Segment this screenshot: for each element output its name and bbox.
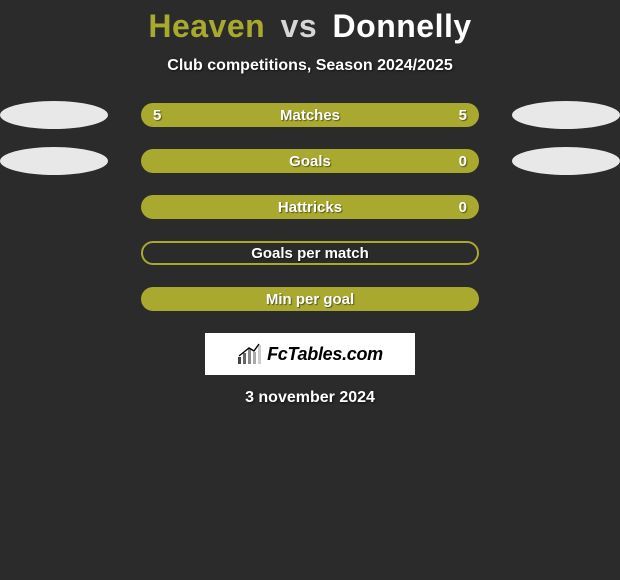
title-player2: Donnelly [333, 8, 472, 44]
stat-bar: Hattricks0 [141, 195, 479, 219]
logo-text: FcTables.com [267, 344, 383, 365]
bar-wrap: Hattricks0 [108, 195, 512, 219]
stat-row: Min per goal [0, 287, 620, 311]
stat-value-left: 5 [153, 103, 161, 127]
team-marker-left [0, 147, 108, 175]
stat-label: Goals per match [143, 245, 477, 262]
logo-box[interactable]: FcTables.com [205, 333, 415, 375]
bar-wrap: Matches55 [108, 103, 512, 127]
bar-left-half [141, 103, 310, 127]
subtitle: Club competitions, Season 2024/2025 [0, 57, 620, 75]
stat-label: Min per goal [141, 291, 479, 308]
stat-row: Matches55 [0, 103, 620, 127]
bar-right-half [310, 103, 479, 127]
spacer [0, 193, 108, 221]
barchart-icon [237, 343, 263, 365]
stat-bar: Min per goal [141, 287, 479, 311]
stat-value-right: 0 [459, 149, 467, 173]
team-marker-right [512, 147, 620, 175]
stat-value-right: 5 [459, 103, 467, 127]
bars-list: Matches55Goals0Hattricks0Goals per match… [0, 103, 620, 311]
comparison-widget: Heaven vs Donnelly Club competitions, Se… [0, 0, 620, 407]
page-title: Heaven vs Donnelly [0, 8, 620, 45]
spacer [512, 285, 620, 313]
team-marker-left [0, 101, 108, 129]
stat-row: Goals per match [0, 241, 620, 265]
stat-bar: Goals0 [141, 149, 479, 173]
stat-row: Goals0 [0, 149, 620, 173]
spacer [512, 239, 620, 267]
stat-value-right: 0 [459, 195, 467, 219]
spacer [0, 285, 108, 313]
team-marker-right [512, 101, 620, 129]
stat-label: Hattricks [141, 199, 479, 216]
spacer [0, 239, 108, 267]
title-vs: vs [281, 8, 318, 44]
stat-bar: Goals per match [141, 241, 479, 265]
bar-wrap: Goals per match [108, 241, 512, 265]
bar-wrap: Min per goal [108, 287, 512, 311]
stat-label: Goals [141, 153, 479, 170]
bar-wrap: Goals0 [108, 149, 512, 173]
snapshot-date: 3 november 2024 [0, 389, 620, 407]
spacer [512, 193, 620, 221]
title-player1: Heaven [148, 8, 265, 44]
stat-bar: Matches55 [141, 103, 479, 127]
stat-row: Hattricks0 [0, 195, 620, 219]
